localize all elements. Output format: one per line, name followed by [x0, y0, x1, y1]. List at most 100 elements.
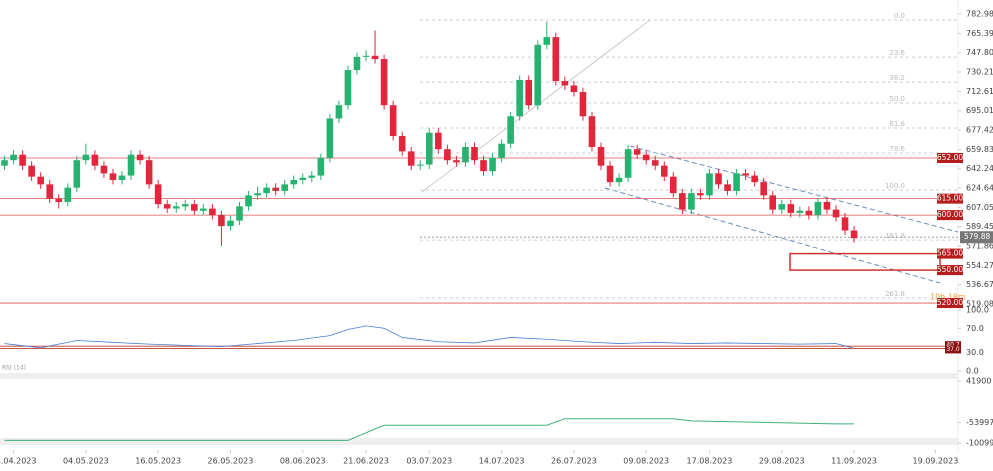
- candle-body: [471, 146, 478, 161]
- candle-body: [760, 182, 767, 196]
- candle-body: [380, 59, 388, 106]
- y-tick-label: 519.08: [966, 300, 993, 309]
- y-tick-label: 571.86: [966, 242, 993, 251]
- candle-body: [841, 217, 849, 231]
- candle-body: [82, 154, 90, 161]
- level-label: 40.7: [946, 342, 960, 349]
- level-label: 37.0: [946, 346, 960, 353]
- candle-body: [597, 146, 605, 166]
- y-tick-label: 677.42: [966, 126, 993, 135]
- candle-body: [181, 204, 189, 207]
- y-tick-label: 695.01: [966, 106, 993, 115]
- level-tag: [937, 265, 963, 276]
- x-tick-label: 19.09.2023: [912, 457, 958, 466]
- candle-body: [118, 175, 126, 180]
- candle-body: [651, 160, 659, 166]
- candle-body: [218, 215, 225, 227]
- candle-body: [525, 79, 533, 106]
- candle-body: [733, 173, 740, 191]
- level-tag: [937, 193, 963, 204]
- candle-body: [679, 193, 686, 210]
- candle-body: [425, 132, 433, 165]
- candle-body: [435, 132, 442, 150]
- x-tick-label: 17.08.2023: [687, 457, 733, 466]
- y-tick-label: 30.0: [966, 348, 984, 357]
- fib-label: 50.0: [889, 95, 905, 103]
- level-label: 520.00: [937, 298, 963, 307]
- fib-label: 100.0: [885, 182, 905, 190]
- candle-body: [715, 173, 722, 185]
- candle-body: [462, 146, 469, 163]
- candle-body: [227, 220, 234, 227]
- level-tag: [937, 248, 963, 259]
- candle-body: [416, 164, 424, 166]
- x-tick-label: 14.07.2023: [479, 457, 525, 466]
- candle-body: [163, 204, 171, 209]
- candle-body: [353, 56, 361, 71]
- y-tick-label: 624.64: [966, 184, 993, 193]
- x-tick-label: 03.07.2023: [406, 457, 452, 466]
- trend-line: [421, 19, 651, 193]
- candle-body: [335, 105, 343, 119]
- candle-body: [543, 37, 551, 45]
- rsi-line: [4, 325, 855, 349]
- candle-body: [814, 201, 822, 216]
- candle-body: [606, 165, 614, 183]
- candle-body: [389, 105, 397, 137]
- candle-body: [362, 55, 370, 57]
- candle-body: [272, 187, 279, 191]
- y-tick-label: 607.05: [966, 203, 993, 212]
- candle-body: [245, 195, 252, 207]
- fib-label: 78.6: [889, 145, 905, 153]
- candle-body: [724, 184, 731, 191]
- x-tick-label: 21.06.2023: [343, 457, 389, 466]
- candle-body: [136, 154, 144, 161]
- y-tick-label: -53997: [966, 418, 993, 427]
- candle-body: [507, 116, 514, 144]
- candle-body: [37, 176, 44, 185]
- x-tick-label: 26.05.2023: [208, 457, 254, 466]
- candle-body: [91, 154, 99, 166]
- fib-label: 23.6: [889, 49, 905, 57]
- candle-body: [850, 230, 858, 239]
- candle-body: [64, 187, 72, 202]
- candle-body: [281, 184, 288, 191]
- candle-body: [28, 165, 35, 177]
- candle-body: [489, 157, 496, 172]
- candle-body: [660, 165, 668, 177]
- candle-body: [127, 154, 135, 176]
- separator: [0, 438, 958, 445]
- level-label: 550.00: [937, 265, 963, 274]
- y-tick-label: 747.80: [966, 48, 993, 57]
- candle-body: [371, 55, 379, 60]
- candle-body: [642, 154, 650, 161]
- candle-body: [398, 136, 406, 152]
- candle-body: [579, 92, 587, 117]
- last-price-tag: [960, 231, 993, 244]
- last-price-label: 579.88: [964, 232, 990, 241]
- y-tick-label: 712.61: [966, 87, 993, 96]
- x-tick-label: 11.09.2023: [831, 457, 877, 466]
- y-tick-label: 70.0: [966, 324, 984, 333]
- flow-line: [4, 418, 855, 441]
- fib-label: 0.0: [894, 12, 905, 20]
- candle-body: [561, 81, 569, 86]
- candle-body: [46, 184, 54, 199]
- candle-body: [326, 118, 334, 158]
- level-tag: [937, 210, 963, 221]
- candle-body: [453, 160, 460, 163]
- candle-body: [254, 193, 261, 196]
- candle-body: [200, 208, 207, 211]
- level-label: 600.00: [937, 210, 963, 219]
- zone: [789, 252, 941, 271]
- candle-body: [1, 160, 8, 166]
- candle-body: [290, 179, 298, 185]
- candle-body: [516, 79, 523, 117]
- candle-body: [19, 154, 26, 166]
- y-tick-label: 782.98: [966, 10, 993, 19]
- candle-body: [299, 177, 307, 180]
- candle-body: [236, 206, 243, 221]
